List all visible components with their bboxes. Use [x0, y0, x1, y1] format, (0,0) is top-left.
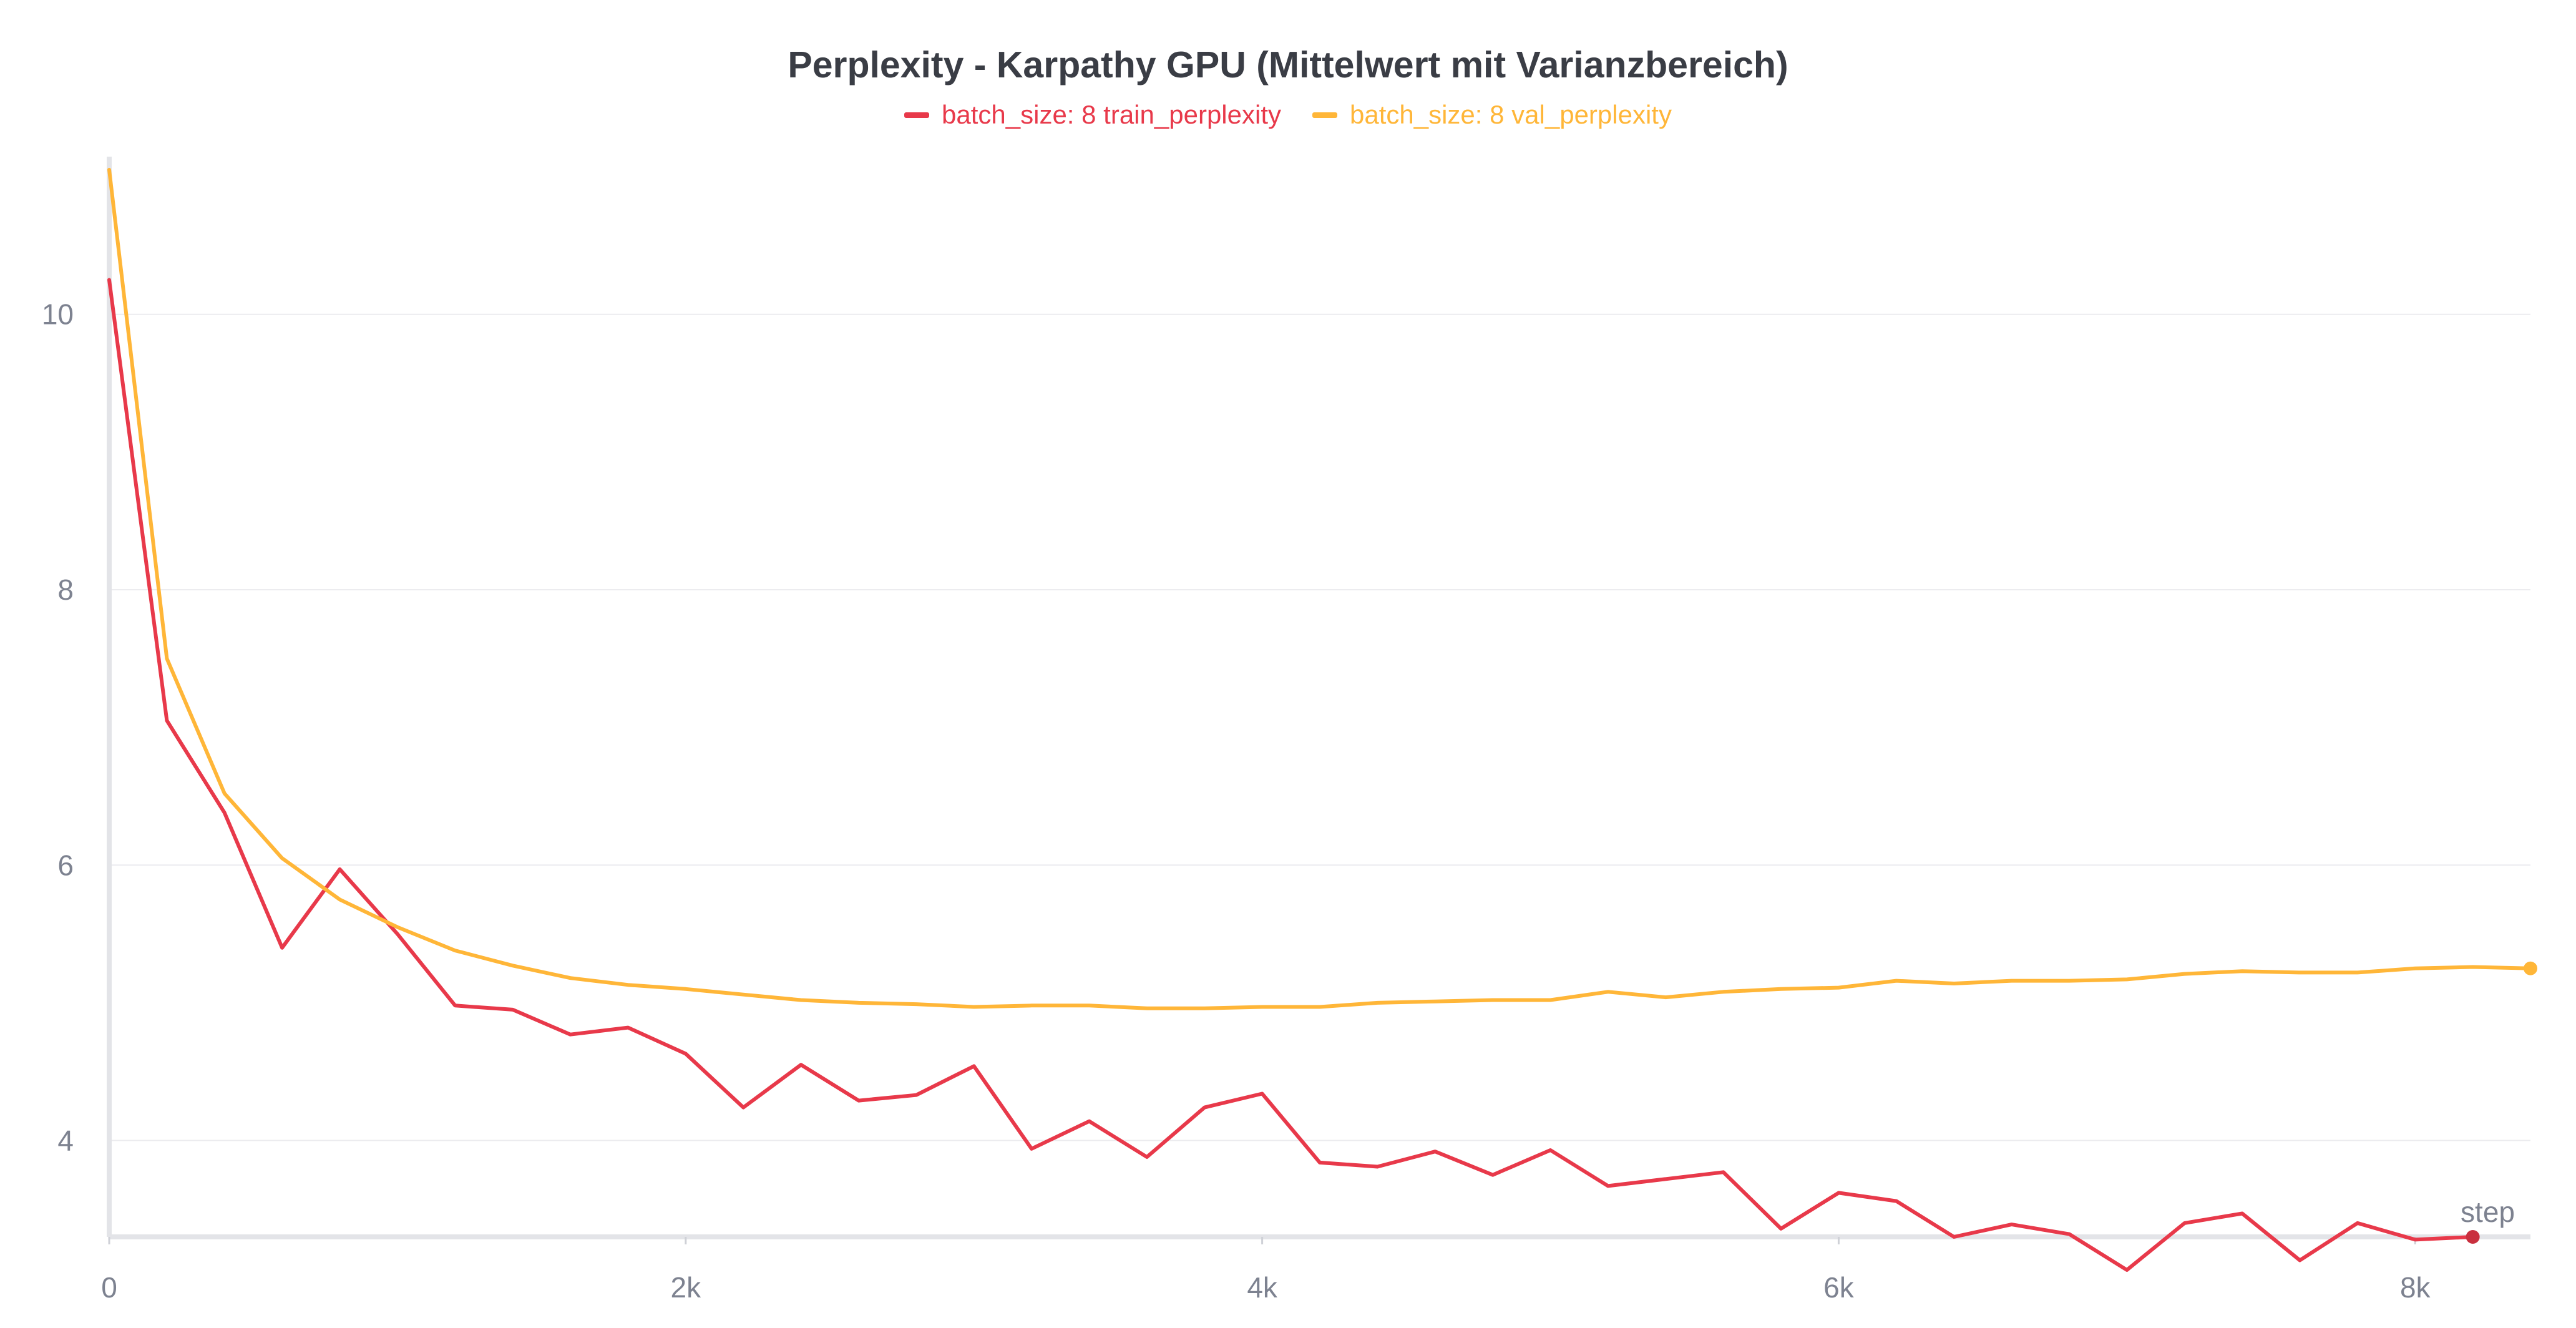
legend-label-val: batch_size: 8 val_perplexity [1350, 100, 1672, 129]
y-tick-label: 4 [57, 1125, 74, 1157]
legend-item-train[interactable]: batch_size: 8 train_perplexity [904, 100, 1281, 130]
series-line-train[interactable] [107, 278, 2475, 1272]
y-tick-label: 10 [42, 298, 74, 331]
legend-swatch-val [1312, 112, 1337, 118]
x-axis-title: step [2461, 1196, 2515, 1228]
axis-labels: 4 6 8 10 0 2k 4k 6k 8k step [42, 298, 2515, 1304]
x-tick-label: 8k [2400, 1271, 2431, 1304]
grid [109, 313, 2530, 1141]
x-tick-label: 0 [101, 1271, 117, 1304]
legend: batch_size: 8 train_perplexity batch_siz… [0, 100, 2576, 130]
x-tick-label: 4k [1247, 1271, 1278, 1304]
legend-swatch-train [904, 112, 930, 118]
x-tick-label: 6k [1823, 1271, 1855, 1304]
legend-item-val[interactable]: batch_size: 8 val_perplexity [1312, 100, 1672, 130]
chart-title: Perplexity - Karpathy GPU (Mittelwert mi… [788, 44, 1788, 85]
series-endpoint-train[interactable] [2466, 1230, 2480, 1244]
series-line-val[interactable] [107, 168, 2532, 1010]
x-tick-label: 2k [671, 1271, 702, 1304]
series-lines [107, 168, 2537, 1272]
series-endpoint-val[interactable] [2524, 961, 2537, 975]
axes [107, 157, 2530, 1244]
y-tick-label: 6 [57, 849, 74, 881]
y-tick-label: 8 [57, 574, 74, 606]
legend-label-train: batch_size: 8 train_perplexity [942, 100, 1281, 129]
